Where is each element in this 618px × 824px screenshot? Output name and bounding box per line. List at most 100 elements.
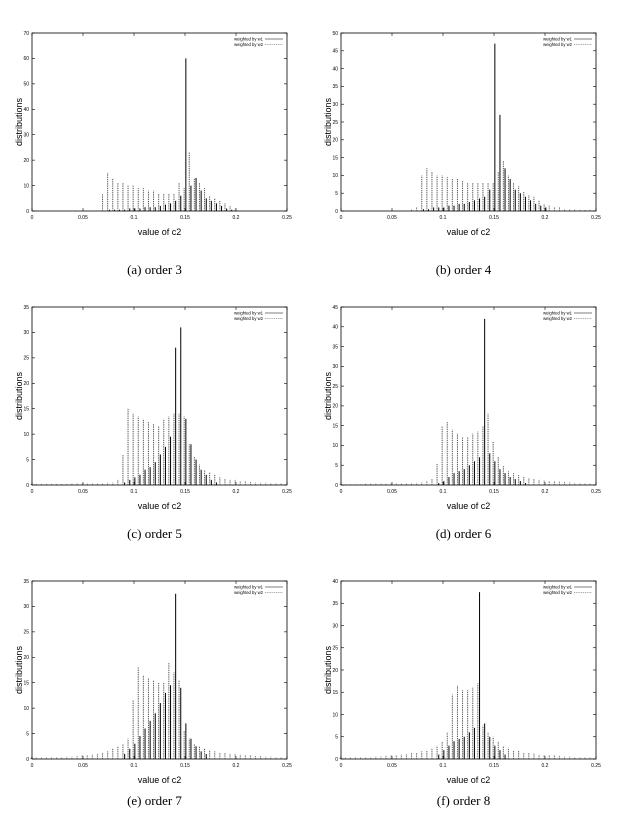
x-tick-label: 0 <box>31 215 34 221</box>
y-tick-label: 15 <box>332 423 338 429</box>
x-tick-label: 0.15 <box>180 215 190 221</box>
x-tick-label: 0.05 <box>78 489 88 495</box>
y-tick-label: 5 <box>335 735 338 741</box>
chart-order-5: 0 0.05 0.1 0.15 0.2 0.25 0 5 10 15 20 25 30 35 value o… <box>14 305 292 511</box>
y-tick-label: 10 <box>23 183 29 189</box>
x-tick-label: 0.05 <box>387 215 397 221</box>
x-tick-label: 0.25 <box>591 763 601 769</box>
plot-frame <box>340 32 597 212</box>
legend-label: weighted by w2 <box>234 590 264 595</box>
x-tick-label: 0.2 <box>542 763 549 769</box>
x-tick-label: 0.25 <box>282 489 292 495</box>
x-tick-label: 0 <box>340 215 343 221</box>
y-tick-label: 40 <box>332 325 338 331</box>
chart-caption: (f) order 8 <box>436 793 491 808</box>
y-axis-label: distributions <box>323 371 333 420</box>
y-tick-label: 10 <box>332 443 338 449</box>
y-tick-label: 0 <box>335 483 338 489</box>
x-axis-label: value of c2 <box>447 501 491 511</box>
chart-caption: (c) order 5 <box>127 526 182 541</box>
y-tick-label: 20 <box>23 381 29 387</box>
y-tick-label: 20 <box>332 404 338 410</box>
y-tick-label: 5 <box>26 731 29 737</box>
x-tick-label: 0.1 <box>440 489 447 495</box>
chart-order-7: 0 0.05 0.1 0.15 0.2 0.25 0 5 10 15 20 25 30 35 value o… <box>14 579 292 785</box>
x-tick-label: 0.1 <box>131 489 138 495</box>
legend-label: weighted by w2 <box>543 42 573 47</box>
y-tick-label: 20 <box>23 158 29 164</box>
y-tick-label: 30 <box>23 133 29 139</box>
y-axis-label: distributions <box>14 371 24 420</box>
y-tick-label: 40 <box>23 107 29 113</box>
y-tick-label: 15 <box>23 407 29 413</box>
chart-caption: (b) order 4 <box>435 262 492 277</box>
y-tick-label: 30 <box>23 330 29 336</box>
x-tick-label: 0.25 <box>282 215 292 221</box>
y-tick-label: 15 <box>332 690 338 696</box>
chart-caption: (e) order 7 <box>127 793 182 808</box>
x-axis-label: value of c2 <box>447 775 491 785</box>
y-tick-label: 45 <box>332 49 338 55</box>
y-tick-label: 30 <box>332 102 338 108</box>
chart-panel-order-4: 0 0.05 0.1 0.15 0.2 0.25 0 5 10 15 20 25 30 35 40 45 50 v… <box>309 0 618 277</box>
chart-order-3: 0 0.05 0.1 0.15 0.2 0.25 0 10 20 30 40 50 60 70 value … <box>14 31 292 237</box>
x-tick-label: 0.25 <box>282 763 292 769</box>
x-tick-label: 0.15 <box>489 215 499 221</box>
y-tick-label: 25 <box>23 630 29 636</box>
x-tick-label: 0.2 <box>542 215 549 221</box>
x-tick-label: 0.05 <box>78 215 88 221</box>
chart-caption: (a) order 3 <box>127 262 182 277</box>
y-tick-label: 30 <box>332 623 338 629</box>
y-tick-label: 10 <box>332 173 338 179</box>
y-tick-label: 15 <box>23 681 29 687</box>
legend-label: weighted by w1 <box>543 585 573 590</box>
y-tick-label: 70 <box>23 31 29 37</box>
legend-label: weighted by w2 <box>234 42 264 47</box>
y-tick-label: 20 <box>23 655 29 661</box>
legend-label: weighted by w2 <box>234 316 264 321</box>
x-tick-label: 0.25 <box>591 489 601 495</box>
y-tick-label: 45 <box>332 305 338 311</box>
x-axis-label: value of c2 <box>138 501 182 511</box>
legend-label: weighted by w2 <box>543 590 573 595</box>
x-tick-label: 0.05 <box>78 763 88 769</box>
y-tick-label: 0 <box>26 209 29 215</box>
y-tick-label: 35 <box>332 601 338 607</box>
x-tick-label: 0.15 <box>180 763 190 769</box>
y-tick-label: 0 <box>26 757 29 763</box>
y-tick-label: 25 <box>332 646 338 652</box>
y-tick-label: 10 <box>332 712 338 718</box>
plot-frame <box>31 32 288 212</box>
x-axis-label: value of c2 <box>138 227 182 237</box>
chart-panel-order-6: 0 0.05 0.1 0.15 0.2 0.25 0 5 10 15 20 25 30 35 40 45 val… <box>309 274 618 548</box>
x-tick-label: 0.15 <box>489 763 499 769</box>
y-axis-label: distributions <box>14 97 24 146</box>
y-tick-label: 30 <box>332 364 338 370</box>
y-tick-label: 5 <box>335 191 338 197</box>
y-tick-label: 20 <box>332 138 338 144</box>
chart-panel-order-5: 0 0.05 0.1 0.15 0.2 0.25 0 5 10 15 20 25 30 35 value o… <box>0 274 309 548</box>
plot-frame <box>31 580 288 760</box>
x-tick-label: 0.1 <box>440 763 447 769</box>
legend-label: weighted by w1 <box>234 311 264 316</box>
x-axis-label: value of c2 <box>447 227 491 237</box>
chart-caption: (d) order 6 <box>435 526 492 541</box>
y-tick-label: 50 <box>332 31 338 37</box>
y-tick-label: 25 <box>332 384 338 390</box>
x-tick-label: 0.1 <box>131 215 138 221</box>
x-tick-label: 0.2 <box>233 215 240 221</box>
y-tick-label: 5 <box>26 457 29 463</box>
chart-order-6: 0 0.05 0.1 0.15 0.2 0.25 0 5 10 15 20 25 30 35 40 45 val… <box>323 305 601 511</box>
y-tick-label: 25 <box>23 356 29 362</box>
chart-order-8: 0 0.05 0.1 0.15 0.2 0.25 0 5 10 15 20 25 30 35 40 value… <box>323 579 601 785</box>
y-tick-label: 25 <box>332 120 338 126</box>
x-tick-label: 0.2 <box>233 489 240 495</box>
y-axis-label: distributions <box>14 645 24 694</box>
x-tick-label: 0.2 <box>233 763 240 769</box>
y-tick-label: 50 <box>23 82 29 88</box>
legend-label: weighted by w1 <box>234 585 264 590</box>
y-tick-label: 30 <box>23 604 29 610</box>
x-tick-label: 0.15 <box>489 489 499 495</box>
y-tick-label: 60 <box>23 56 29 62</box>
y-tick-label: 0 <box>26 483 29 489</box>
